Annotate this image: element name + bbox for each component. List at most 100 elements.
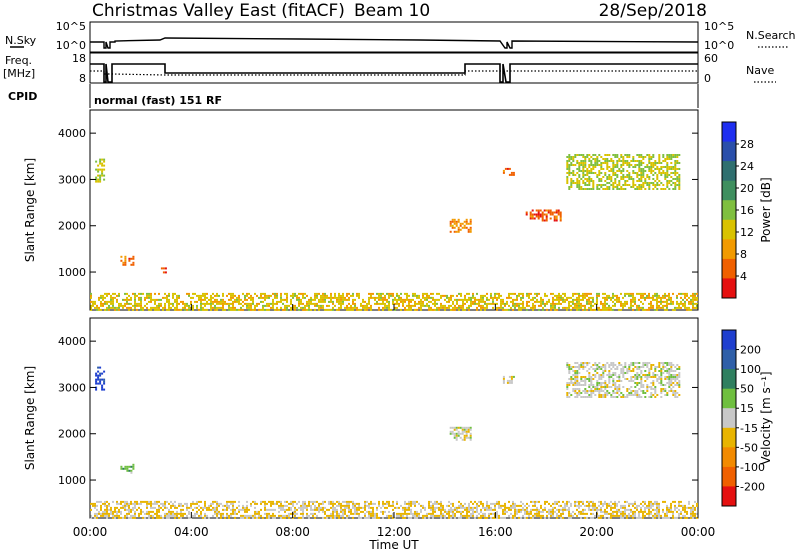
velocity-echo-cell [220, 516, 222, 519]
power-echo-cell [668, 168, 671, 170]
power-echo-cell [378, 294, 380, 297]
velocity-echo-cell [612, 396, 615, 398]
power-echo-cell [384, 302, 386, 305]
power-echo-cell [646, 294, 648, 297]
power-echo-cell [544, 294, 546, 297]
velocity-echo-cell [286, 508, 288, 511]
velocity-echo-cell [138, 502, 140, 505]
velocity-echo-cell [604, 502, 606, 505]
velocity-echo-cell [318, 510, 320, 513]
velocity-echo-cell [656, 504, 658, 507]
velocity-echo-cell [578, 510, 580, 513]
power-echo-cell [534, 296, 536, 299]
power-echo-cell [206, 292, 208, 295]
power-echo-cell [580, 306, 582, 309]
velocity-echo-cell [244, 516, 246, 519]
power-echo-cell [642, 306, 644, 309]
power-echo-cell [582, 180, 585, 182]
power-echo-cell [318, 298, 320, 301]
velocity-echo-cell [674, 500, 676, 503]
power-echo-cell [672, 168, 675, 170]
velocity-echo-cell [614, 384, 617, 386]
power-echo-cell [332, 302, 334, 305]
velocity-echo-cell [166, 500, 168, 503]
velocity-echo-cell [95, 380, 98, 383]
velocity-echo-cell [664, 516, 666, 519]
power-echo-cell [418, 294, 420, 297]
velocity-echo-cell [96, 514, 98, 517]
velocity-echo-cell [372, 516, 374, 519]
velocity-echo-cell [216, 510, 218, 513]
power-echo-cell [638, 306, 640, 309]
velocity-echo-cell [598, 390, 601, 392]
velocity-echo-cell [618, 508, 620, 511]
velocity-echo-cell [570, 366, 573, 368]
velocity-echo-cell [448, 500, 450, 503]
power-echo-cell [539, 209, 542, 212]
power-echo-cell [642, 182, 645, 184]
power-echo-cell [582, 176, 585, 178]
velocity-echo-cell [580, 516, 582, 519]
velocity-echo-cell [284, 510, 286, 513]
power-echo-cell [230, 306, 232, 309]
velocity-echo-cell [568, 370, 571, 372]
velocity-echo-cell [226, 502, 228, 505]
power-echo-cell [620, 300, 622, 303]
velocity-echo-cell [664, 514, 666, 517]
velocity-echo-cell [154, 500, 156, 503]
velocity-echo-cell [648, 370, 651, 372]
velocity-echo-cell [610, 394, 613, 396]
power-echo-cell [664, 294, 666, 297]
velocity-echo-cell [650, 366, 653, 368]
power-echo-cell [392, 294, 394, 297]
power-echo-cell [124, 257, 127, 260]
power-echo-cell [668, 296, 670, 299]
velocity-y-tick-label: 3000 [58, 381, 86, 394]
velocity-echo-cell [628, 370, 631, 372]
velocity-echo-cell [672, 364, 675, 366]
power-echo-cell [484, 294, 486, 297]
velocity-echo-cell [572, 374, 575, 376]
power-echo-cell [662, 294, 664, 297]
power-echo-cell [578, 188, 581, 190]
power-echo-cell [640, 164, 643, 166]
velocity-echo-cell [602, 394, 605, 396]
power-echo-cell [256, 294, 258, 297]
velocity-echo-cell [674, 374, 677, 376]
power-echo-cell [492, 296, 494, 299]
power-echo-cell [526, 292, 528, 295]
power-echo-cell [266, 302, 268, 305]
velocity-echo-cell [358, 516, 360, 519]
velocity-echo-cell [106, 504, 108, 507]
power-echo-cell [694, 306, 696, 309]
power-echo-cell [576, 184, 579, 186]
velocity-echo-cell [678, 374, 681, 376]
velocity-echo-cell [652, 394, 655, 396]
velocity-echo-cell [464, 514, 466, 517]
velocity-echo-cell [638, 396, 641, 398]
power-echo-cell [320, 304, 322, 307]
velocity-echo-cell [222, 504, 224, 507]
velocity-echo-cell [608, 516, 610, 519]
velocity-echo-cell [114, 510, 116, 513]
power-echo-cell [262, 292, 264, 295]
velocity-echo-cell [498, 514, 500, 517]
power-echo-cell [368, 298, 370, 301]
velocity-echo-cell [606, 392, 609, 394]
power-echo-cell [204, 308, 206, 311]
power-echo-cell [406, 304, 408, 307]
velocity-echo-cell [364, 508, 366, 511]
power-echo-cell [272, 300, 274, 303]
power-echo-cell [644, 156, 647, 158]
power-echo-cell [608, 182, 611, 184]
power-echo-cell [674, 308, 676, 311]
power-echo-cell [562, 298, 564, 301]
power-echo-cell [528, 296, 530, 299]
velocity-echo-cell [622, 504, 624, 507]
power-echo-cell [150, 294, 152, 297]
velocity-echo-cell [274, 516, 276, 519]
power-echo-cell [272, 304, 274, 307]
power-echo-cell [266, 296, 268, 299]
velocity-echo-cell [208, 504, 210, 507]
power-echo-cell [414, 300, 416, 303]
